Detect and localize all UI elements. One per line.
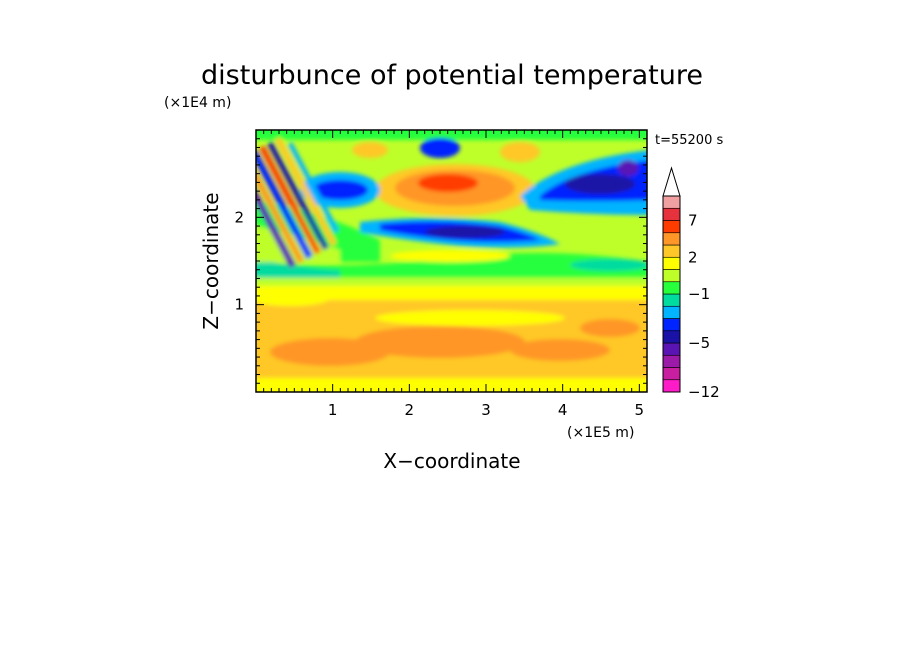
colorbar-label: −5 [688, 334, 710, 352]
colorbar-swatch [662, 207, 681, 221]
colorbar-swatch [662, 318, 681, 332]
warm-patch-low-center [355, 326, 525, 358]
top-warm-left [352, 142, 388, 158]
y-scale-label: (×1E4 m) [164, 95, 231, 111]
x-scale-label: (×1E5 m) [567, 425, 634, 441]
cold-lobe-right-deep [565, 174, 635, 194]
x-tick-label: 5 [635, 401, 645, 419]
cyan-patch-right [570, 259, 647, 271]
colorbar-label: −12 [688, 383, 720, 401]
band-tropopause-lime [256, 276, 647, 286]
warm-core-inner [418, 174, 478, 192]
time-annotation: t=55200 s [655, 133, 723, 148]
colorbar-swatch [662, 379, 681, 393]
wave-crest-1 [256, 158, 297, 268]
x-tick-label: 4 [558, 401, 568, 419]
cold-belt-deep [425, 226, 505, 238]
colorbar-swatch [662, 269, 681, 283]
yellow-patch-tropopause [390, 250, 510, 262]
plot-area [256, 130, 647, 392]
colorbar-label: −1 [688, 285, 710, 303]
top-cold-center [420, 138, 460, 158]
colorbar-label: 2 [688, 248, 698, 266]
colorbar-swatch [662, 232, 681, 246]
colorbar-swatch [662, 367, 681, 381]
band-green-lower [256, 252, 647, 278]
colorbar-swatch [662, 195, 681, 209]
cold-lobe-left-core [312, 180, 368, 200]
colorbar-label: 7 [688, 212, 698, 230]
top-warm-right [500, 142, 540, 162]
yellow-patch-center [375, 310, 565, 326]
wave-crest-3 [267, 141, 329, 251]
field-contours [256, 130, 647, 392]
colorbar-swatch [662, 293, 681, 307]
colorbar-extend-triangle [662, 166, 681, 197]
top-strip-green [256, 130, 647, 140]
yellow-patch-left [256, 290, 330, 306]
wave-crest-4 [287, 142, 340, 233]
warm-patch-low-right [510, 339, 610, 361]
colorbar-swatch [662, 354, 681, 368]
x-tick-label: 2 [405, 401, 415, 419]
colorbar-swatch [662, 342, 681, 356]
wave-trough-2 [259, 145, 321, 255]
colorbar-swatch [662, 244, 681, 258]
colorbar-swatch [662, 220, 681, 234]
band-mid-yellow [256, 286, 647, 300]
wave-trough-1 [256, 154, 305, 264]
x-axis: 1 2 3 4 5 [263, 130, 645, 419]
x-tick-label: 1 [328, 401, 338, 419]
y-axis: 12 [234, 138, 647, 384]
colorbar-swatch [662, 305, 681, 319]
colorbar-swatch [662, 330, 681, 344]
y-tick-label: 2 [234, 208, 244, 226]
chart-title: disturbunce of potential temperature [201, 60, 703, 91]
colorbar: −12−5−127 [662, 166, 720, 401]
wave-crest-2 [256, 149, 313, 260]
wave-packet [256, 137, 340, 268]
cold-lobe-right-purple [618, 160, 638, 176]
y-tick-label: 1 [234, 296, 244, 314]
wave-trough-3 [275, 137, 337, 246]
colorbar-swatch [662, 281, 681, 295]
colorbar-swatch [662, 256, 681, 270]
warm-patch-right [580, 319, 640, 337]
x-tick-label: 3 [481, 401, 491, 419]
colorbar-frame [662, 195, 681, 393]
x-axis-label: X−coordinate [383, 449, 520, 473]
band-near-surface [256, 378, 647, 392]
y-axis-label: Z−coordinate [199, 192, 223, 329]
band-cyan-left [256, 259, 340, 278]
